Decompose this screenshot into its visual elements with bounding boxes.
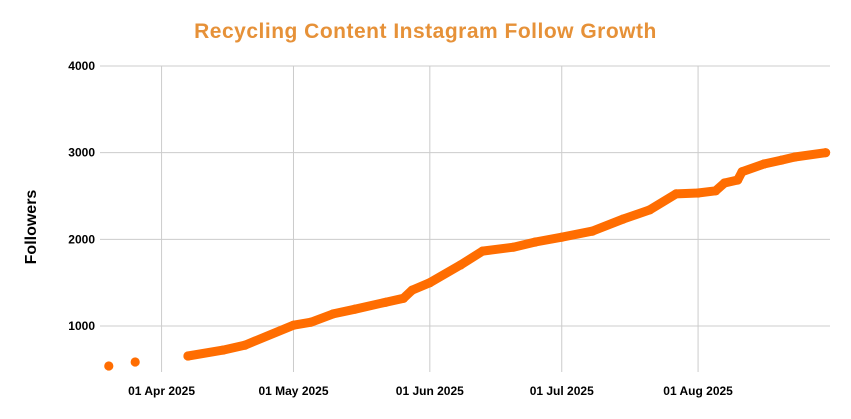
- data-point: [790, 152, 800, 162]
- x-tick-label: 01 Jul 2025: [530, 384, 594, 398]
- data-point: [821, 148, 831, 158]
- data-point: [508, 242, 518, 252]
- data-point: [240, 340, 250, 350]
- data-point: [456, 260, 466, 270]
- data-point: [398, 293, 409, 303]
- data-point: [759, 159, 769, 169]
- y-tick-label: 2000: [68, 232, 95, 246]
- data-point: [530, 237, 540, 247]
- y-tick-label: 1000: [68, 319, 95, 333]
- data-point: [693, 188, 703, 198]
- data-point: [719, 178, 730, 188]
- x-tick-label: 01 Apr 2025: [128, 384, 195, 398]
- x-tick-label: 01 Aug 2025: [663, 384, 733, 398]
- chart-title: Recycling Content Instagram Follow Growt…: [194, 20, 657, 43]
- y-tick-label: 4000: [68, 59, 95, 73]
- data-point: [288, 320, 299, 330]
- data-point: [477, 246, 488, 256]
- data-point: [381, 297, 391, 307]
- x-tick-label: 01 Jun 2025: [396, 384, 464, 398]
- data-point: [557, 232, 567, 242]
- data-point: [407, 285, 417, 295]
- data-point: [218, 345, 228, 355]
- x-tick-label: 01 May 2025: [258, 384, 328, 398]
- data-point: [306, 317, 316, 327]
- data-point: [777, 155, 787, 165]
- data-point: [587, 226, 598, 236]
- data-point: [183, 351, 193, 361]
- data-point: [350, 304, 360, 314]
- follower-trend-dots: [183, 148, 831, 361]
- data-point: [104, 361, 114, 371]
- data-point: [733, 175, 743, 185]
- data-point: [711, 186, 721, 196]
- data-point: [425, 278, 435, 288]
- data-point: [737, 167, 747, 177]
- data-point: [328, 309, 338, 319]
- data-point: [618, 214, 628, 224]
- y-tick-label: 3000: [68, 146, 95, 160]
- data-point: [130, 357, 140, 367]
- data-point: [671, 189, 681, 199]
- data-point: [645, 205, 655, 215]
